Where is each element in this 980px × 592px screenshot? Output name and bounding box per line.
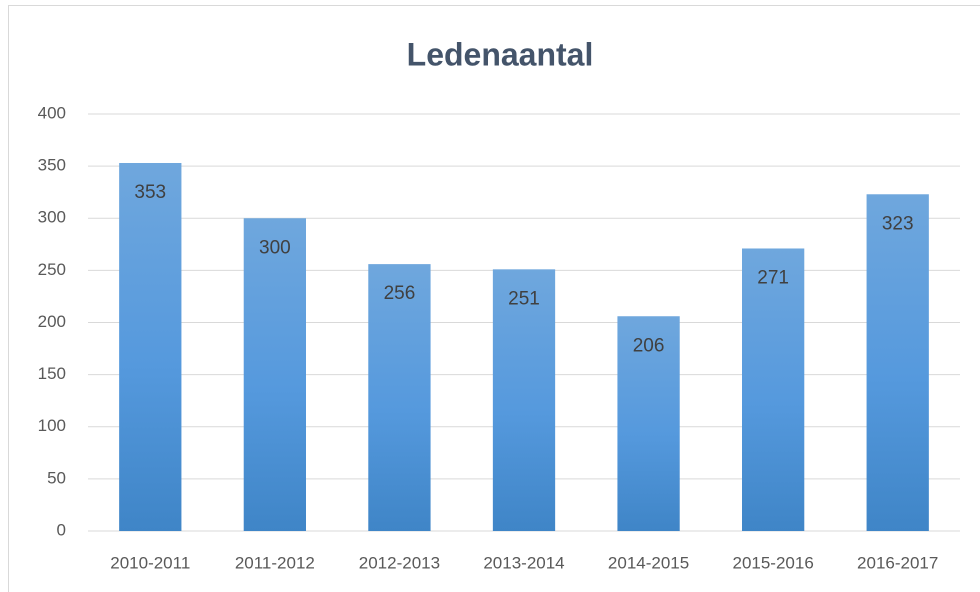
data-label: 300 — [259, 237, 291, 258]
chart-title: Ledenaantal — [407, 36, 594, 72]
bar — [368, 264, 431, 531]
y-tick-label: 200 — [38, 312, 66, 331]
x-tick-label: 2015-2016 — [732, 553, 813, 572]
data-label: 353 — [134, 182, 166, 203]
y-tick-label: 400 — [38, 103, 66, 122]
bar — [492, 269, 556, 531]
x-tick-label: 2016-2017 — [857, 553, 938, 572]
bar — [243, 218, 306, 531]
y-tick-label: 250 — [38, 260, 66, 279]
bar — [866, 194, 929, 531]
data-label: 251 — [508, 288, 540, 309]
x-tick-label: 2011-2012 — [235, 553, 315, 572]
data-label: 206 — [633, 335, 665, 356]
y-tick-label: 350 — [38, 156, 66, 175]
y-tick-label: 150 — [38, 364, 66, 383]
data-label: 271 — [757, 267, 789, 288]
y-tick-label: 100 — [38, 416, 66, 435]
bar — [119, 162, 182, 531]
x-tick-label: 2010-2011 — [110, 553, 190, 572]
bar — [617, 316, 680, 531]
y-tick-label: 300 — [38, 208, 66, 227]
y-tick-label: 50 — [47, 468, 66, 487]
x-tick-label: 2014-2015 — [608, 553, 689, 572]
bar — [742, 248, 805, 532]
x-tick-label: 2013-2014 — [483, 553, 564, 572]
data-label: 323 — [882, 213, 914, 234]
data-label: 256 — [384, 283, 416, 304]
x-tick-label: 2012-2013 — [359, 553, 440, 572]
y-tick-label: 0 — [57, 520, 66, 539]
